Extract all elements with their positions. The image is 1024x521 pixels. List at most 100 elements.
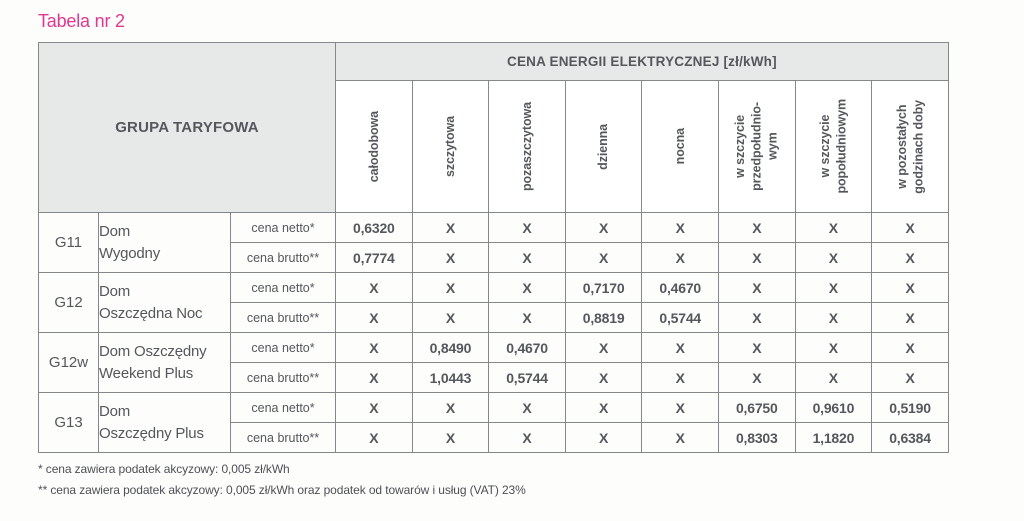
value-cell: X xyxy=(641,392,719,423)
value-cell: 0,4670 xyxy=(488,332,566,363)
value-cell: X xyxy=(794,302,873,333)
value-cell: X xyxy=(335,362,413,393)
value-cell: 0,5744 xyxy=(641,302,719,333)
column-header-label: pozaszczytowa xyxy=(519,101,534,191)
value-cell: X xyxy=(411,422,490,453)
tariff-name-cell: Dom Wygodny xyxy=(98,212,231,273)
tariff-table: GRUPA TARYFOWA CENA ENERGII ELEKTRYCZNEJ … xyxy=(37,42,949,453)
column-header-wrap: w pozostałych godzinach doby xyxy=(872,82,948,212)
value-cell: 0,6384 xyxy=(871,422,949,453)
column-header-label: nocna xyxy=(673,128,688,165)
value-cell: 1,0443 xyxy=(411,362,490,393)
column-header-label: całodobowa xyxy=(366,110,381,183)
header-row-1: GRUPA TARYFOWA CENA ENERGII ELEKTRYCZNEJ … xyxy=(37,42,949,213)
value-cell: X xyxy=(871,212,949,243)
column-header-3: dzienna xyxy=(564,80,643,213)
column-header-7: w pozostałych godzinach doby xyxy=(871,80,949,213)
table-head: GRUPA TARYFOWA CENA ENERGII ELEKTRYCZNEJ … xyxy=(37,42,949,213)
column-header-label: dzienna xyxy=(596,123,611,170)
column-header-wrap: w szczycie przedpołudnio- wym xyxy=(719,82,795,212)
column-header-4: nocna xyxy=(641,80,719,213)
value-cell: 0,7170 xyxy=(564,272,643,303)
value-cell: X xyxy=(871,332,949,363)
tariff-code-cell: G11 xyxy=(38,212,99,273)
value-cell: X xyxy=(488,242,566,273)
table-row: G12 Dom Oszczędna Noc cena netto* X X X 0,7170… xyxy=(38,272,949,333)
value-cell: X xyxy=(335,272,413,303)
value-cell: 0,7774 xyxy=(335,242,413,273)
column-header-wrap: całodobowa xyxy=(336,82,412,212)
footnote-netto: * cena zawiera podatek akcyzowy: 0,005 z… xyxy=(38,462,290,476)
column-header-2: pozaszczytowa xyxy=(488,80,566,213)
table-caption: Tabela nr 2 xyxy=(38,11,125,31)
value-cell: 0,4670 xyxy=(641,272,719,303)
value-cell: X xyxy=(717,362,796,393)
column-header-label: w szczycie przedpołudnio- wym xyxy=(733,102,780,191)
value-cell: X xyxy=(794,332,873,363)
column-header-wrap: szczytowa xyxy=(413,82,489,212)
value-cell: X xyxy=(411,212,490,243)
value-cell: X xyxy=(794,212,873,243)
value-cell: 0,8819 xyxy=(564,302,643,333)
value-cell: 0,5190 xyxy=(871,392,949,423)
value-cell: X xyxy=(794,272,873,303)
value-cell: X xyxy=(641,332,719,363)
value-cell: 0,9610 xyxy=(794,392,873,423)
column-header-0: całodobowa xyxy=(335,80,413,213)
column-header-1: szczytowa xyxy=(411,80,490,213)
price-type-cell: cena netto* xyxy=(229,272,337,303)
table-row: G12w Dom Oszczędny Weekend Plus cena netto… xyxy=(38,332,949,393)
price-type-cell: cena brutto** xyxy=(229,362,337,393)
value-cell: X xyxy=(871,272,949,303)
column-header-wrap: dzienna xyxy=(566,82,642,212)
value-cell: X xyxy=(564,332,643,363)
value-cell: 0,8303 xyxy=(717,422,796,453)
value-cell: X xyxy=(564,392,643,423)
value-cell: X xyxy=(335,392,413,423)
table-row: cena brutto** X X X X X 0,8303 1,1820 0,6384 xyxy=(39,422,949,453)
value-cell: X xyxy=(411,272,490,303)
value-cell: X xyxy=(641,422,719,453)
column-header-6: w szczycie popołudniowym xyxy=(794,80,873,213)
column-header-label: w pozostałych godzinach doby xyxy=(894,99,925,194)
price-type-cell: cena brutto** xyxy=(229,422,337,453)
tariff-name-cell: Dom Oszczędna Noc xyxy=(98,272,231,333)
value-cell: X xyxy=(794,242,873,273)
value-cell: X xyxy=(564,242,643,273)
price-type-cell: cena netto* xyxy=(229,392,337,423)
value-cell: X xyxy=(488,302,566,333)
column-header-5: w szczycie przedpołudnio- wym xyxy=(717,80,796,213)
value-cell: X xyxy=(641,242,719,273)
value-cell: X xyxy=(488,272,566,303)
value-cell: X xyxy=(564,362,643,393)
value-cell: X xyxy=(488,422,566,453)
value-cell: X xyxy=(488,392,566,423)
value-cell: X xyxy=(411,302,490,333)
tariff-code-cell: G12 xyxy=(38,272,99,333)
tariff-name-cell: Dom Oszczędny Weekend Plus xyxy=(98,332,231,393)
price-type-cell: cena brutto** xyxy=(229,242,337,273)
value-cell: X xyxy=(717,242,796,273)
value-cell: 1,1820 xyxy=(794,422,873,453)
column-header-wrap: pozaszczytowa xyxy=(489,82,565,212)
value-cell: X xyxy=(564,212,643,243)
value-cell: 0,8490 xyxy=(411,332,490,363)
footnote-brutto: ** cena zawiera podatek akcyzowy: 0,005 … xyxy=(38,483,526,497)
value-cell: X xyxy=(794,362,873,393)
column-header-wrap: nocna xyxy=(642,82,718,212)
table-row: G13 Dom Oszczędny Plus cena netto* X X X X X 0,6… xyxy=(38,392,949,453)
value-cell: X xyxy=(641,362,719,393)
column-header-label: w szczycie popołudniowym xyxy=(818,99,849,194)
value-cell: X xyxy=(564,422,643,453)
value-cell: 0,5744 xyxy=(488,362,566,393)
group-header-cell: GRUPA TARYFOWA xyxy=(37,42,337,213)
value-cell: X xyxy=(871,242,949,273)
price-type-cell: cena netto* xyxy=(229,212,337,243)
value-cell: X xyxy=(871,302,949,333)
tariff-code-cell: G13 xyxy=(38,392,99,453)
column-header-label: szczytowa xyxy=(443,116,458,177)
table-row: G11 Dom Wygodny cena netto* 0,6320 X X X X X X X xyxy=(38,212,949,273)
tariff-code-cell: G12w xyxy=(38,332,99,393)
